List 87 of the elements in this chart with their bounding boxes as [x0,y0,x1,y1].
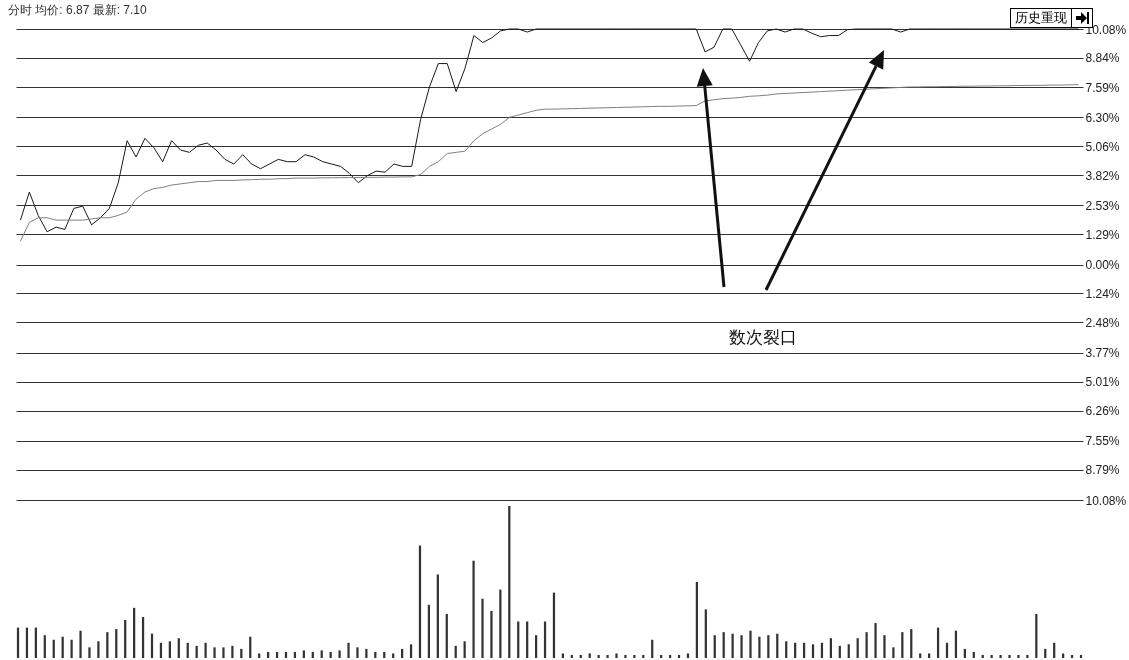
bar [588,653,591,658]
bar [874,623,877,658]
bar [347,642,350,658]
bar [928,653,931,658]
y-tick-label: 6.26% [1085,404,1120,419]
bar [204,642,207,658]
chart-title: 分时 均价: 6.87 最新: 7.10 [8,3,148,17]
bar [561,653,565,658]
bar [392,653,395,658]
y-tick-label: 5.01% [1085,375,1120,390]
bar [865,632,868,658]
bar [758,636,761,658]
bar [445,613,448,658]
bar [606,654,609,658]
y-tick-label: 2.48% [1085,315,1120,330]
bar [999,654,1002,658]
bar [356,647,359,658]
line-series [19,84,1080,242]
bar [892,647,895,658]
bar [615,653,618,658]
bar [1008,654,1011,658]
bar [534,635,538,658]
y-tick-label: 7.59% [1085,80,1120,95]
y-tick-label: 1.29% [1085,227,1120,242]
bar [88,647,91,658]
bar [785,641,788,658]
bar [222,647,225,658]
bar [1026,654,1029,658]
bar [472,560,475,658]
annotation: 数次裂口 [728,327,797,347]
bar [168,641,171,658]
bar [231,645,234,658]
bar [856,638,859,658]
bar [258,653,261,658]
bar [767,635,770,658]
bar [43,635,46,658]
bar [910,629,913,658]
bar [463,641,466,658]
y-tick-label: 1.24% [1085,286,1120,301]
bar [481,598,484,658]
bar [829,638,832,658]
bar [97,641,100,658]
bar [401,648,404,658]
text: 历史重现 [1011,9,1072,27]
bar [722,632,725,658]
bar [302,650,305,658]
bar [70,639,73,658]
bar [436,574,439,658]
bar [919,653,922,658]
bar [740,635,743,658]
bar [901,632,904,658]
y-tick-label: 2.53% [1085,198,1120,213]
line-series [19,28,1080,233]
bar [811,644,815,658]
bar [115,629,118,658]
y-tick-label: 3.77% [1085,346,1120,361]
bar [1017,654,1020,658]
y-tick-label: 8.79% [1085,463,1120,478]
bar [320,650,323,658]
bar [508,506,511,658]
bar [624,654,627,658]
bar [213,647,216,658]
bar [409,644,413,658]
bar [79,630,82,658]
bar [704,609,707,658]
bar [365,648,368,658]
bar [1044,648,1047,658]
y-tick-label: 6.30% [1085,110,1120,125]
bar [1035,613,1038,658]
bar [1062,653,1065,658]
y-tick-label: 7.55% [1085,434,1120,449]
bar [883,635,886,658]
bar [686,653,690,658]
bar [713,635,716,658]
y-tick-label: 5.06% [1085,139,1120,154]
y-tick-label: 3.82% [1085,168,1120,183]
y-tick-label: 10.08% [1085,493,1127,508]
bar [490,610,493,658]
bar [749,630,752,658]
bar [963,648,966,658]
bar [338,650,341,658]
bar [106,632,109,658]
bar [177,638,180,658]
bar [847,644,850,658]
bar [240,648,243,658]
y-tick-label: 0.00% [1085,258,1120,272]
y-tick-label: 8.84% [1085,51,1120,66]
